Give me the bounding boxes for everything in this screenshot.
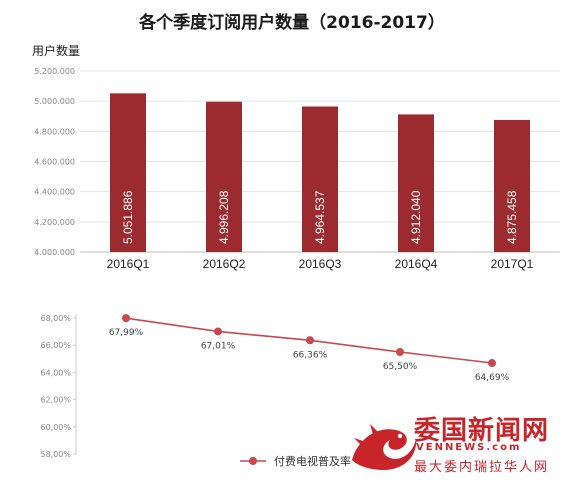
bar-category-label: 2016Q1 (107, 257, 150, 271)
bar-value-label: 4.964.537 (313, 190, 327, 244)
bar-value-label: 4.912.040 (409, 190, 423, 244)
bar-y-tick-label: 4.600.000 (34, 158, 75, 167)
line-point-labels: 67,99% 67,01% 66,36% 65,50% 64,69% (109, 328, 510, 383)
bar-category-label: 2016Q3 (299, 257, 342, 271)
bar-y-axis-label: 用户数量 (32, 44, 81, 58)
legend-label: 付费电视普及率 (274, 454, 351, 468)
line-y-tick-label: 64,00% (40, 368, 71, 377)
bar-y-tick-label: 4.200.000 (34, 218, 75, 227)
line-point-label: 64,69% (475, 373, 510, 383)
line-y-tick-label: 60,00% (40, 423, 71, 432)
watermark-logo: 委国新闻网 VENNEWS.com 最大委内瑞拉华人网 (344, 408, 580, 480)
line-series (122, 314, 496, 368)
bar-category-label: 2016Q4 (395, 257, 438, 271)
bar-value-label: 4.996.208 (217, 190, 231, 244)
bar-categories: 2016Q1 2016Q2 2016Q3 2016Q4 2017Q1 (107, 257, 534, 271)
line-y-tick-label: 68,00% (40, 314, 71, 323)
bar-y-tick-label: 4.400.000 (34, 188, 75, 197)
bar-value-label: 4.875.458 (505, 190, 519, 244)
bar (302, 106, 338, 252)
bars: 5.051.886 4.996.208 4.964.537 4.912.040 4.87… (110, 93, 530, 253)
line-y-axis: 58,00% 60,00% 62,00% 64,00% 66,00% 68,00% (40, 314, 77, 459)
line-point (214, 327, 222, 336)
legend-point-marker (249, 457, 257, 465)
bar (398, 114, 434, 253)
bar-value-label: 5.051.886 (121, 190, 135, 244)
bar-category-label: 2017Q1 (491, 257, 534, 271)
bar-y-tick-label: 4.000.000 (34, 248, 75, 257)
line-y-tick-label: 66,00% (40, 341, 71, 350)
line-point (306, 336, 314, 345)
line-point-label: 65,50% (383, 362, 418, 372)
line-point (122, 314, 130, 323)
bar (494, 119, 530, 252)
line-point-label: 67,99% (109, 328, 144, 338)
line-point-label: 67,01% (201, 341, 236, 351)
watermark-main-text: 委国新闻网 (414, 416, 550, 446)
line-point-label: 66,36% (293, 350, 328, 360)
watermark-site-text: VENNEWS.com (416, 442, 522, 453)
bar-y-tick-label: 5.200.000 (34, 67, 75, 76)
dragon-logo-icon (352, 424, 417, 470)
line-point (488, 359, 496, 368)
bar-y-tick-label: 5.000.000 (34, 97, 75, 106)
chart-title: 各个季度订阅用户数量（2016-2017） (139, 13, 445, 33)
line-y-tick-label: 58,00% (40, 450, 71, 459)
bar-gridlines (80, 70, 560, 253)
bar-y-ticks: 4.000.000 4.200.000 4.400.000 4.600.000 4.80… (34, 67, 75, 257)
bar-y-tick-label: 4.800.000 (34, 127, 75, 136)
bar (206, 101, 242, 253)
bar (110, 93, 146, 252)
watermark-sub-text: 最大委内瑞拉华人网 (414, 460, 550, 475)
line-point (396, 348, 404, 356)
bar-category-label: 2016Q2 (203, 257, 246, 271)
line-y-tick-label: 62,00% (40, 396, 71, 405)
line-legend: 付费电视普及率 (240, 454, 351, 468)
